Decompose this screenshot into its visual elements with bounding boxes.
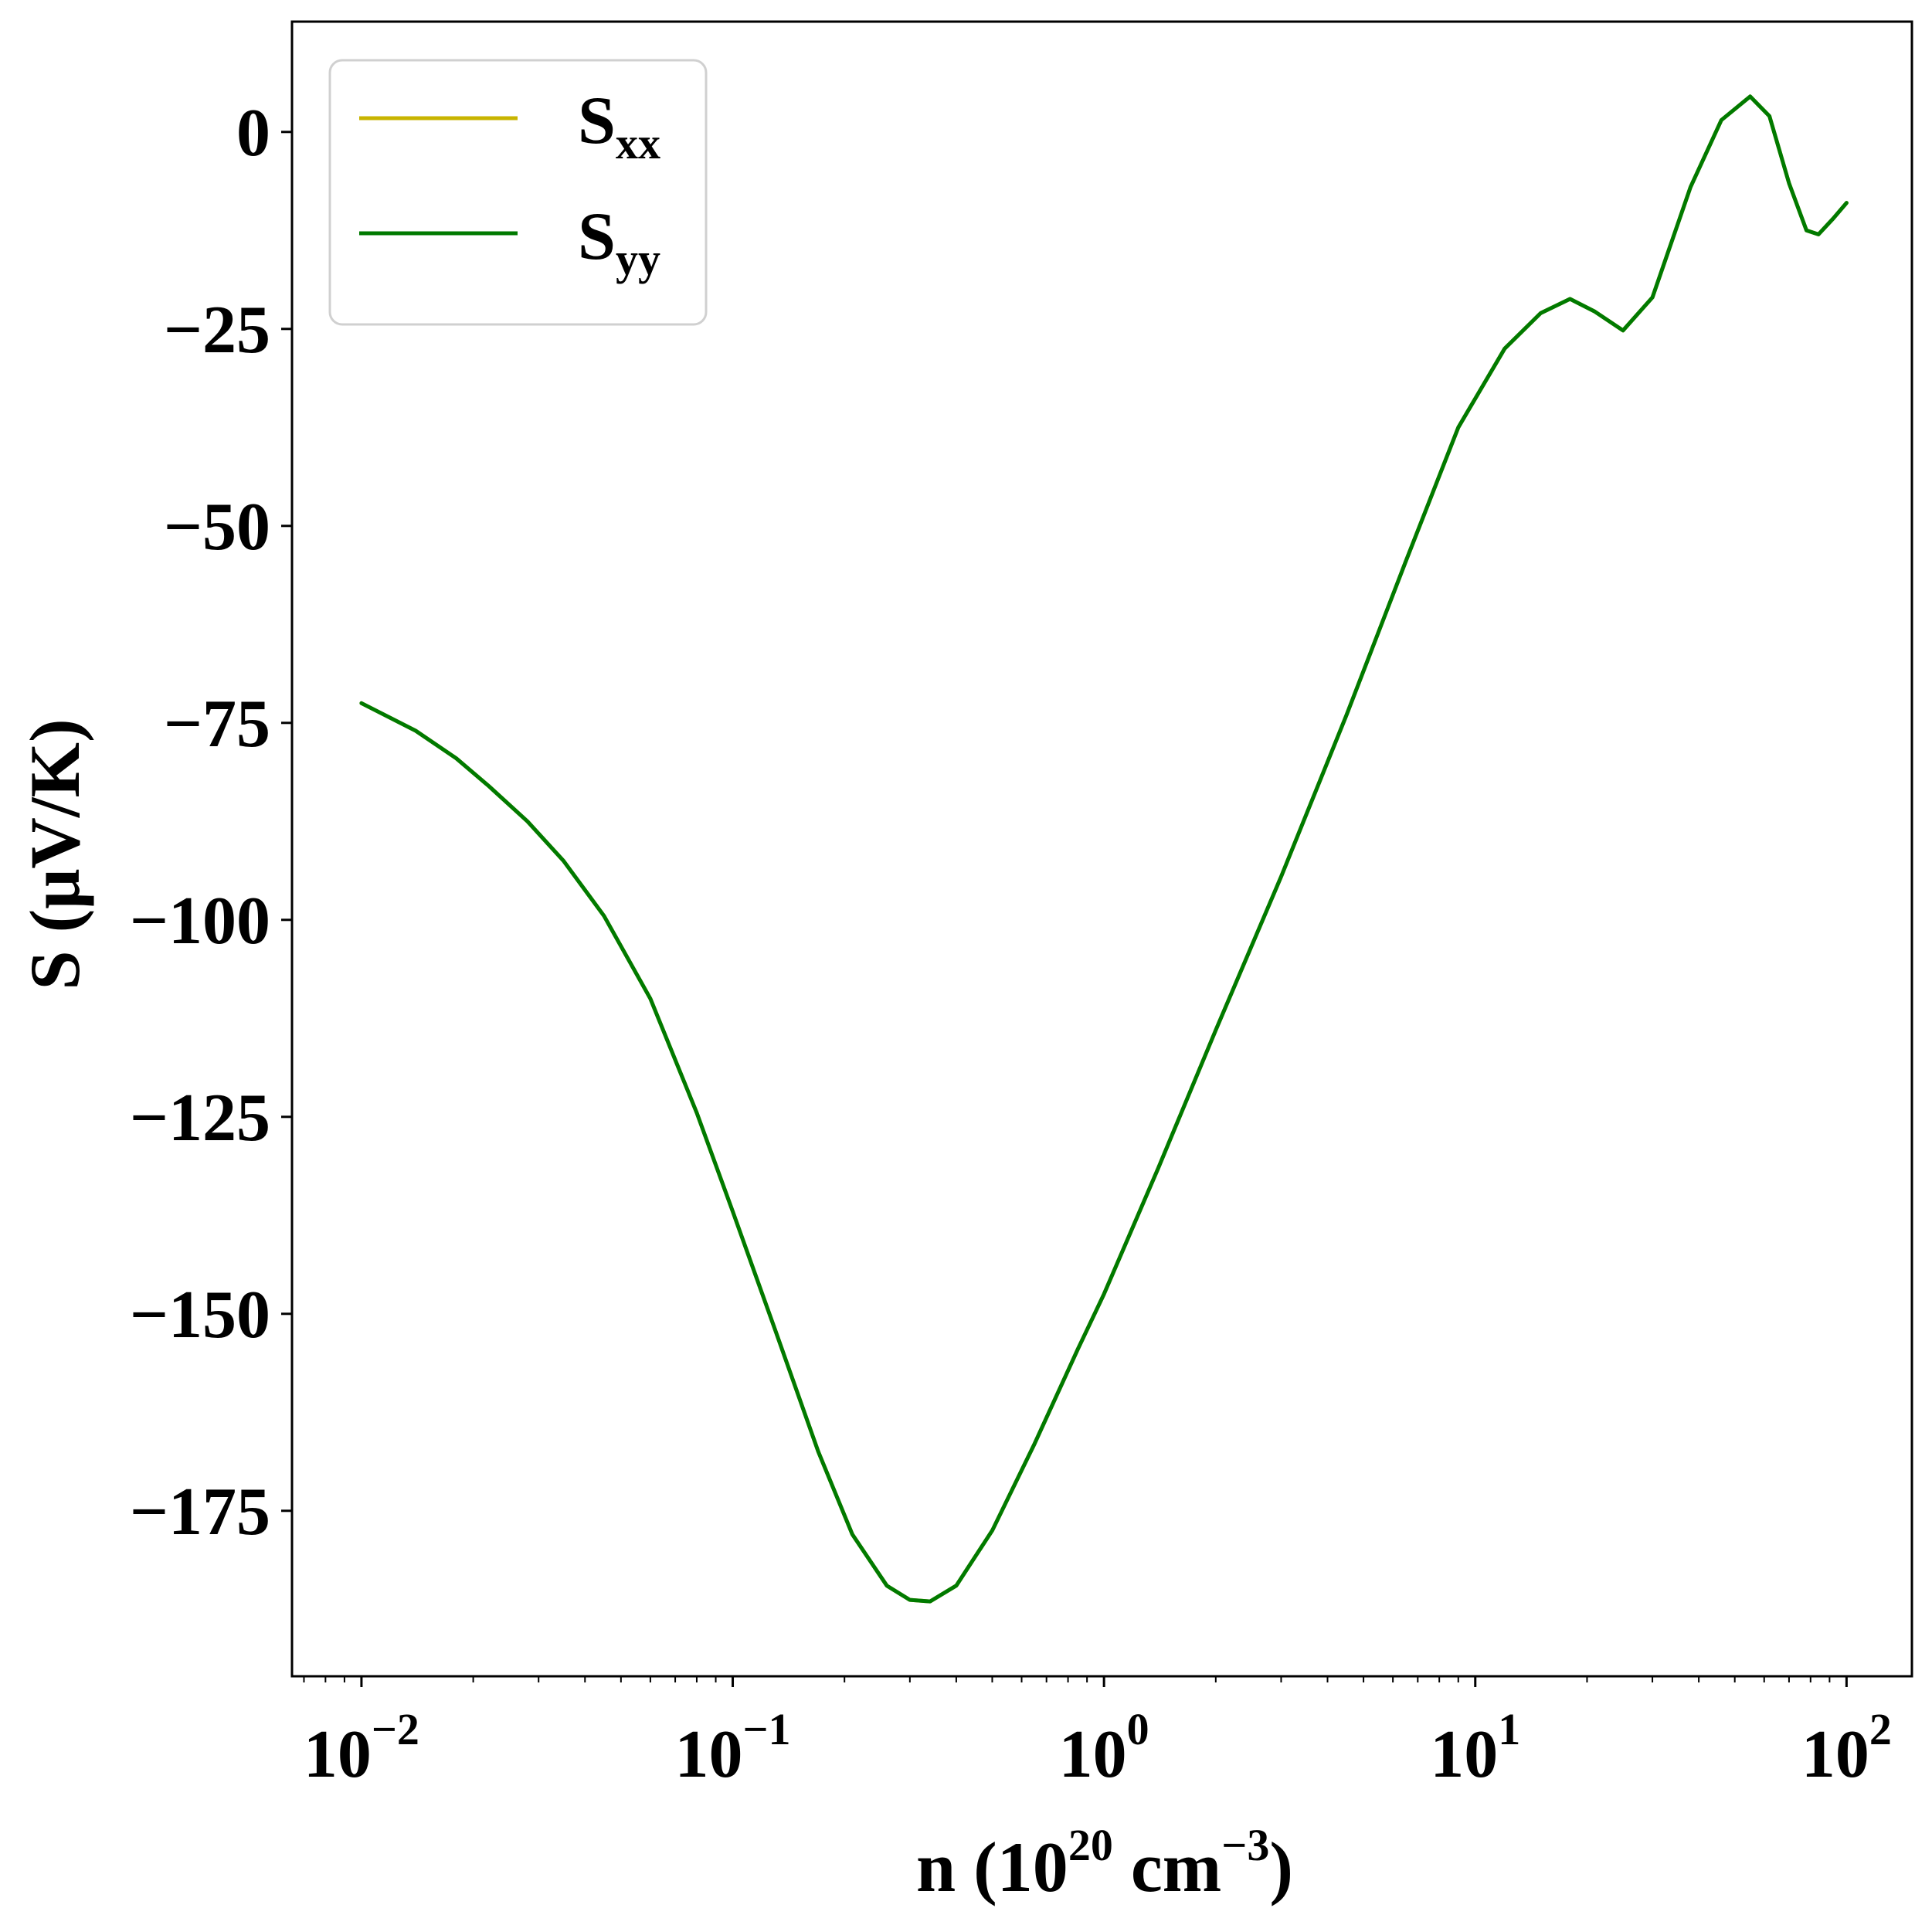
x-axis-label: n (1020 cm−3) <box>916 1820 1293 1906</box>
x-tick-base: 10 <box>1801 1717 1869 1792</box>
y-tick-label: −50 <box>164 490 270 565</box>
x-tick-label: 101 <box>1430 1704 1520 1792</box>
series-layer <box>359 94 1849 1604</box>
y-tick-label: −100 <box>130 884 270 959</box>
y-tick-label: −125 <box>130 1081 270 1156</box>
y-tick-label: −175 <box>130 1475 270 1550</box>
legend: Sxx Syy <box>328 59 708 326</box>
x-tick-base: 10 <box>1059 1717 1127 1792</box>
x-label-end: ) <box>1269 1828 1293 1906</box>
x-tick-exponent: 2 <box>1869 1704 1892 1754</box>
x-tick-base: 10 <box>674 1717 742 1792</box>
y-axis-ticks: 0 −25 −50 −75 −100 −125 −150 −175 <box>130 96 292 1550</box>
x-label-sup1: 20 <box>1068 1820 1113 1870</box>
y-tick-label: −150 <box>130 1278 270 1353</box>
x-label-sup2: −3 <box>1221 1820 1269 1870</box>
x-tick-label: 10−1 <box>674 1704 790 1792</box>
x-tick-base: 10 <box>1430 1717 1498 1792</box>
x-tick-exponent: −2 <box>372 1704 419 1754</box>
x-axis-ticks: 10−2 10−1 100 101 102 <box>303 1676 1892 1792</box>
y-tick-label: −25 <box>164 293 270 368</box>
y-tick-label: 0 <box>236 96 270 171</box>
legend-sxx-sub: xx <box>616 118 660 168</box>
legend-syy-main: S <box>578 199 616 274</box>
y-axis-label: S (μV/K) <box>15 718 94 990</box>
series-line-syy <box>359 94 1849 1604</box>
x-label-mid: cm <box>1113 1828 1221 1906</box>
legend-label-sxx: Sxx <box>578 83 660 168</box>
x-label-base: n (10 <box>916 1828 1068 1906</box>
y-tick-label: −75 <box>164 687 270 762</box>
legend-sxx-main: S <box>578 83 616 158</box>
x-tick-label: 10−2 <box>304 1704 419 1792</box>
plot-frame <box>290 20 1913 1678</box>
x-tick-label: 102 <box>1801 1704 1892 1792</box>
x-tick-label: 100 <box>1059 1704 1149 1792</box>
x-tick-exponent: 0 <box>1127 1704 1149 1754</box>
legend-label-syy: Syy <box>578 199 660 284</box>
x-tick-exponent: 1 <box>1498 1704 1520 1754</box>
legend-syy-sub: yy <box>616 234 660 284</box>
x-tick-base: 10 <box>304 1717 372 1792</box>
legend-box <box>328 59 708 326</box>
x-tick-exponent: −1 <box>742 1704 790 1754</box>
